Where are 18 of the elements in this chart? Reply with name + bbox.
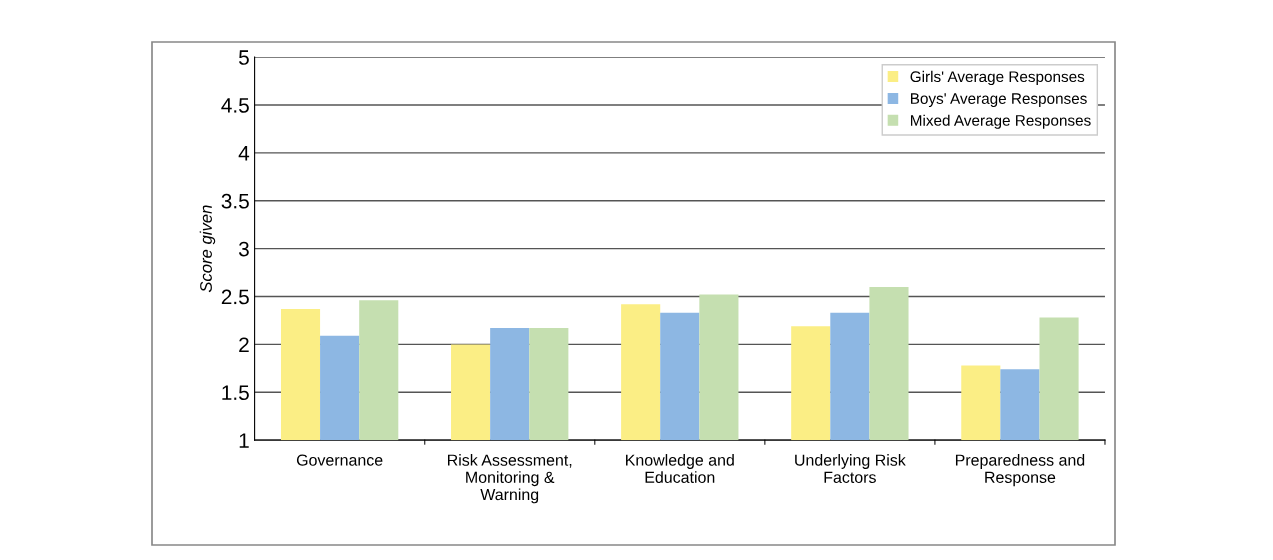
y-tick-label: 2	[239, 337, 249, 352]
x-tick-label: Knowledge and Education	[626, 454, 734, 483]
x-tick-label: Underlying Risk Factors	[795, 454, 906, 483]
y-axis-title: Score given	[199, 205, 216, 293]
y-tick-label: 5	[238, 50, 249, 65]
y-tick-label: 1	[239, 433, 249, 448]
y-tick-label: 2.5	[221, 289, 249, 305]
y-tick-label: 4.5	[221, 98, 249, 113]
y-tick-label: 4	[238, 146, 250, 161]
x-tick-label: Preparedness and Response	[955, 454, 1085, 487]
y-tick-label: 3	[238, 241, 249, 257]
legend-label: Mixed Average Responses	[911, 114, 1091, 129]
y-tick-label: 1.5	[222, 385, 249, 401]
x-tick-label: Governance	[296, 454, 383, 466]
y-tick-label: 3.5	[221, 193, 249, 209]
x-tick-label: Risk Assessment, Monitoring & Warning	[448, 454, 572, 504]
legend-label: Boys' Average Responses	[911, 93, 1087, 107]
legend-label: Girls' Average Responses	[910, 70, 1085, 86]
